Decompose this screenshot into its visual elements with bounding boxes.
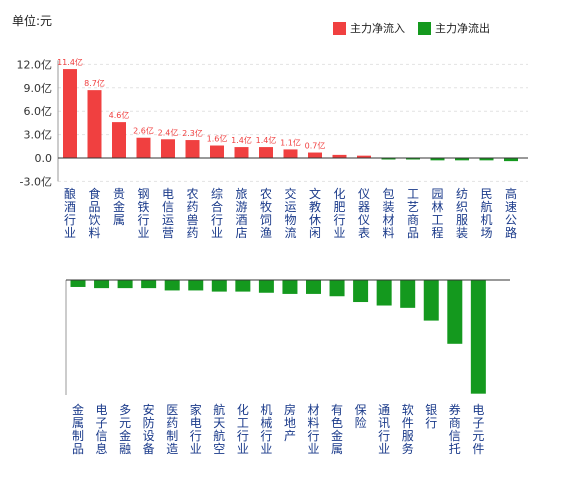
legend-outflow-swatch bbox=[418, 21, 431, 35]
x-tick-label: 通讯行业 bbox=[378, 403, 390, 456]
bar bbox=[357, 155, 371, 158]
bar bbox=[447, 280, 463, 344]
bar bbox=[141, 280, 157, 289]
data-label: 2.6亿 bbox=[133, 126, 154, 136]
bar bbox=[282, 280, 298, 294]
bar bbox=[381, 158, 396, 160]
data-label: 1.4亿 bbox=[256, 135, 277, 145]
y-tick-label: 3.0亿 bbox=[24, 129, 53, 142]
data-label: 1.4亿 bbox=[231, 135, 252, 145]
x-tick-label: 园林工程 bbox=[431, 187, 443, 240]
x-tick-label: 贵金属 bbox=[113, 187, 125, 227]
x-tick-label: 安防设备 bbox=[143, 402, 155, 456]
bar bbox=[94, 280, 110, 289]
x-tick-label: 农牧饲渔 bbox=[260, 187, 272, 240]
x-tick-label: 化肥行业 bbox=[333, 187, 345, 240]
unit-label: 单位:元 bbox=[12, 14, 53, 28]
bar bbox=[161, 139, 175, 158]
bar bbox=[455, 158, 469, 161]
bar bbox=[63, 69, 77, 158]
data-label: 2.4亿 bbox=[158, 127, 179, 137]
x-tick-label: 银行 bbox=[425, 403, 437, 430]
x-tick-label: 软件服务 bbox=[402, 403, 414, 456]
y-tick-label: 9.0亿 bbox=[24, 82, 53, 95]
x-tick-label: 保险 bbox=[355, 403, 367, 430]
bar bbox=[406, 158, 420, 160]
bar bbox=[332, 154, 347, 158]
bar bbox=[308, 152, 322, 158]
y-tick-label: 0.0 bbox=[35, 152, 53, 165]
x-tick-label: 化工行业 bbox=[237, 403, 249, 456]
bar bbox=[235, 280, 251, 292]
x-tick-label: 民航机场 bbox=[480, 187, 492, 240]
x-tick-label: 家电行业 bbox=[190, 402, 202, 456]
y-tick-label: 12.0亿 bbox=[17, 58, 53, 71]
bar bbox=[504, 158, 518, 162]
x-tick-label: 有色金属 bbox=[331, 403, 343, 456]
x-tick-label: 文教休闲 bbox=[309, 186, 321, 240]
x-tick-label: 多元金融 bbox=[119, 403, 131, 456]
bar bbox=[211, 280, 227, 292]
bar bbox=[136, 137, 151, 158]
x-tick-label: 交运物流 bbox=[284, 186, 296, 240]
y-tick-label: 6.0亿 bbox=[24, 105, 53, 118]
x-tick-label: 纺织服装 bbox=[456, 187, 468, 240]
x-tick-label: 机械行业 bbox=[260, 403, 272, 456]
bar bbox=[70, 280, 86, 287]
bar bbox=[329, 280, 345, 297]
bar bbox=[470, 280, 486, 394]
data-label: 11.4亿 bbox=[57, 57, 83, 67]
x-tick-label: 钢铁行业 bbox=[137, 187, 149, 240]
x-tick-label: 电子元件 bbox=[472, 403, 484, 456]
bar bbox=[210, 145, 224, 158]
x-tick-label: 高速公路 bbox=[505, 186, 517, 240]
data-label: 2.3亿 bbox=[182, 128, 203, 138]
x-tick-label: 旅游酒店 bbox=[235, 187, 247, 240]
bar bbox=[234, 147, 249, 158]
bar bbox=[259, 147, 273, 158]
bar bbox=[112, 122, 126, 158]
x-tick-label: 综合行业 bbox=[211, 187, 223, 240]
x-tick-label: 电信运营 bbox=[162, 187, 174, 240]
bar bbox=[258, 280, 274, 293]
bar bbox=[430, 158, 445, 161]
data-label: 1.1亿 bbox=[280, 137, 301, 147]
bar bbox=[479, 158, 494, 161]
data-label: 4.6亿 bbox=[109, 110, 130, 120]
bar bbox=[185, 140, 200, 158]
bar bbox=[87, 90, 102, 158]
bar bbox=[283, 149, 298, 158]
x-tick-label: 券商信托 bbox=[449, 402, 461, 456]
bar bbox=[400, 280, 416, 308]
legend-inflow-label: 主力净流入 bbox=[350, 22, 405, 35]
x-tick-label: 金属制品 bbox=[72, 402, 84, 456]
x-tick-label: 房地产 bbox=[284, 402, 296, 443]
legend-inflow-swatch bbox=[333, 21, 346, 35]
data-label: 1.6亿 bbox=[207, 134, 228, 144]
x-tick-label: 食品饮料 bbox=[88, 186, 100, 240]
bar bbox=[376, 280, 392, 306]
y-tick-label: -3.0亿 bbox=[20, 175, 52, 188]
data-label: 8.7亿 bbox=[84, 78, 105, 88]
legend-outflow[interactable]: 主力净流出 bbox=[418, 20, 490, 36]
x-tick-label: 工艺商品 bbox=[407, 187, 419, 240]
bar bbox=[188, 280, 204, 291]
x-tick-label: 包装材料 bbox=[382, 187, 394, 240]
bar bbox=[164, 280, 180, 291]
data-label: 0.7亿 bbox=[305, 141, 326, 151]
x-tick-label: 医药制造 bbox=[166, 403, 178, 456]
bar bbox=[423, 280, 439, 321]
bar bbox=[117, 280, 133, 289]
x-tick-label: 仪器仪表 bbox=[358, 187, 370, 240]
x-tick-label: 农药兽药 bbox=[186, 187, 198, 240]
legend-outflow-label: 主力净流出 bbox=[435, 22, 490, 35]
x-tick-label: 航天航空 bbox=[213, 402, 225, 456]
bar bbox=[306, 280, 321, 294]
legend-inflow[interactable]: 主力净流入 bbox=[333, 20, 405, 36]
x-tick-label: 电子信息 bbox=[96, 403, 108, 456]
x-tick-label: 材料行业 bbox=[307, 403, 319, 456]
x-tick-label: 酿酒行业 bbox=[64, 186, 76, 240]
bar bbox=[353, 280, 369, 303]
